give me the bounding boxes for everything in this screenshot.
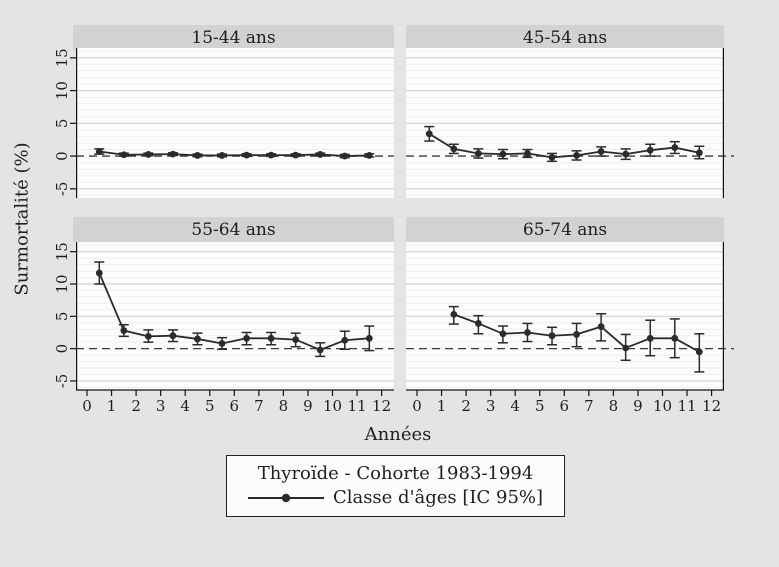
- legend-title: Thyroïde - Cohorte 1983-1994: [257, 462, 534, 484]
- svg-text:10: 10: [323, 397, 342, 415]
- svg-text:12: 12: [372, 397, 391, 415]
- svg-text:1: 1: [437, 397, 447, 415]
- panel-title-15-44: 15-44 ans: [73, 25, 394, 50]
- svg-text:12: 12: [702, 397, 721, 415]
- y-axis-label: Surmortalité (%): [11, 142, 33, 296]
- svg-text:6: 6: [560, 397, 570, 415]
- svg-text:15: 15: [53, 242, 71, 261]
- svg-text:0: 0: [53, 344, 71, 354]
- svg-text:4: 4: [510, 397, 520, 415]
- panel-title-65-74: 65-74 ans: [406, 217, 724, 242]
- svg-text:11: 11: [678, 397, 697, 415]
- svg-text:0: 0: [412, 397, 422, 415]
- svg-text:-5: -5: [53, 374, 71, 389]
- svg-text:9: 9: [303, 397, 313, 415]
- svg-text:5: 5: [205, 397, 215, 415]
- panel-plot-45-54: [406, 48, 734, 198]
- panel-title-55-64: 55-64 ans: [73, 217, 394, 242]
- svg-text:3: 3: [486, 397, 496, 415]
- panel-plot-65-74: 0 1 2 3 4 5 6 7 8 9 10 11 12: [406, 242, 734, 415]
- svg-text:2: 2: [461, 397, 471, 415]
- svg-text:4: 4: [180, 397, 190, 415]
- legend-series-marker-icon: [247, 493, 324, 503]
- svg-text:15: 15: [53, 48, 71, 67]
- svg-text:7: 7: [584, 397, 594, 415]
- svg-text:5: 5: [535, 397, 545, 415]
- svg-text:0: 0: [82, 397, 92, 415]
- svg-text:10: 10: [53, 81, 71, 100]
- svg-text:9: 9: [633, 397, 643, 415]
- svg-text:3: 3: [156, 397, 166, 415]
- legend-box: Thyroïde - Cohorte 1983-1994 Classe d'âg…: [226, 455, 565, 517]
- svg-text:1: 1: [107, 397, 117, 415]
- svg-text:-5: -5: [53, 182, 71, 197]
- svg-text:8: 8: [279, 397, 289, 415]
- svg-text:5: 5: [53, 119, 71, 129]
- x-axis-label: Années: [364, 424, 432, 445]
- svg-text:10: 10: [653, 397, 672, 415]
- svg-text:6: 6: [230, 397, 240, 415]
- svg-text:5: 5: [53, 312, 71, 322]
- svg-text:10: 10: [53, 274, 71, 293]
- legend-series-label: Classe d'âges [IC 95%]: [332, 487, 544, 508]
- svg-text:11: 11: [348, 397, 367, 415]
- panel-plot-15-44: -5 0 5 10 15: [53, 48, 394, 198]
- svg-text:8: 8: [609, 397, 619, 415]
- svg-text:7: 7: [254, 397, 264, 415]
- svg-text:2: 2: [131, 397, 141, 415]
- panel-title-45-54: 45-54 ans: [406, 25, 724, 50]
- svg-text:0: 0: [53, 151, 71, 161]
